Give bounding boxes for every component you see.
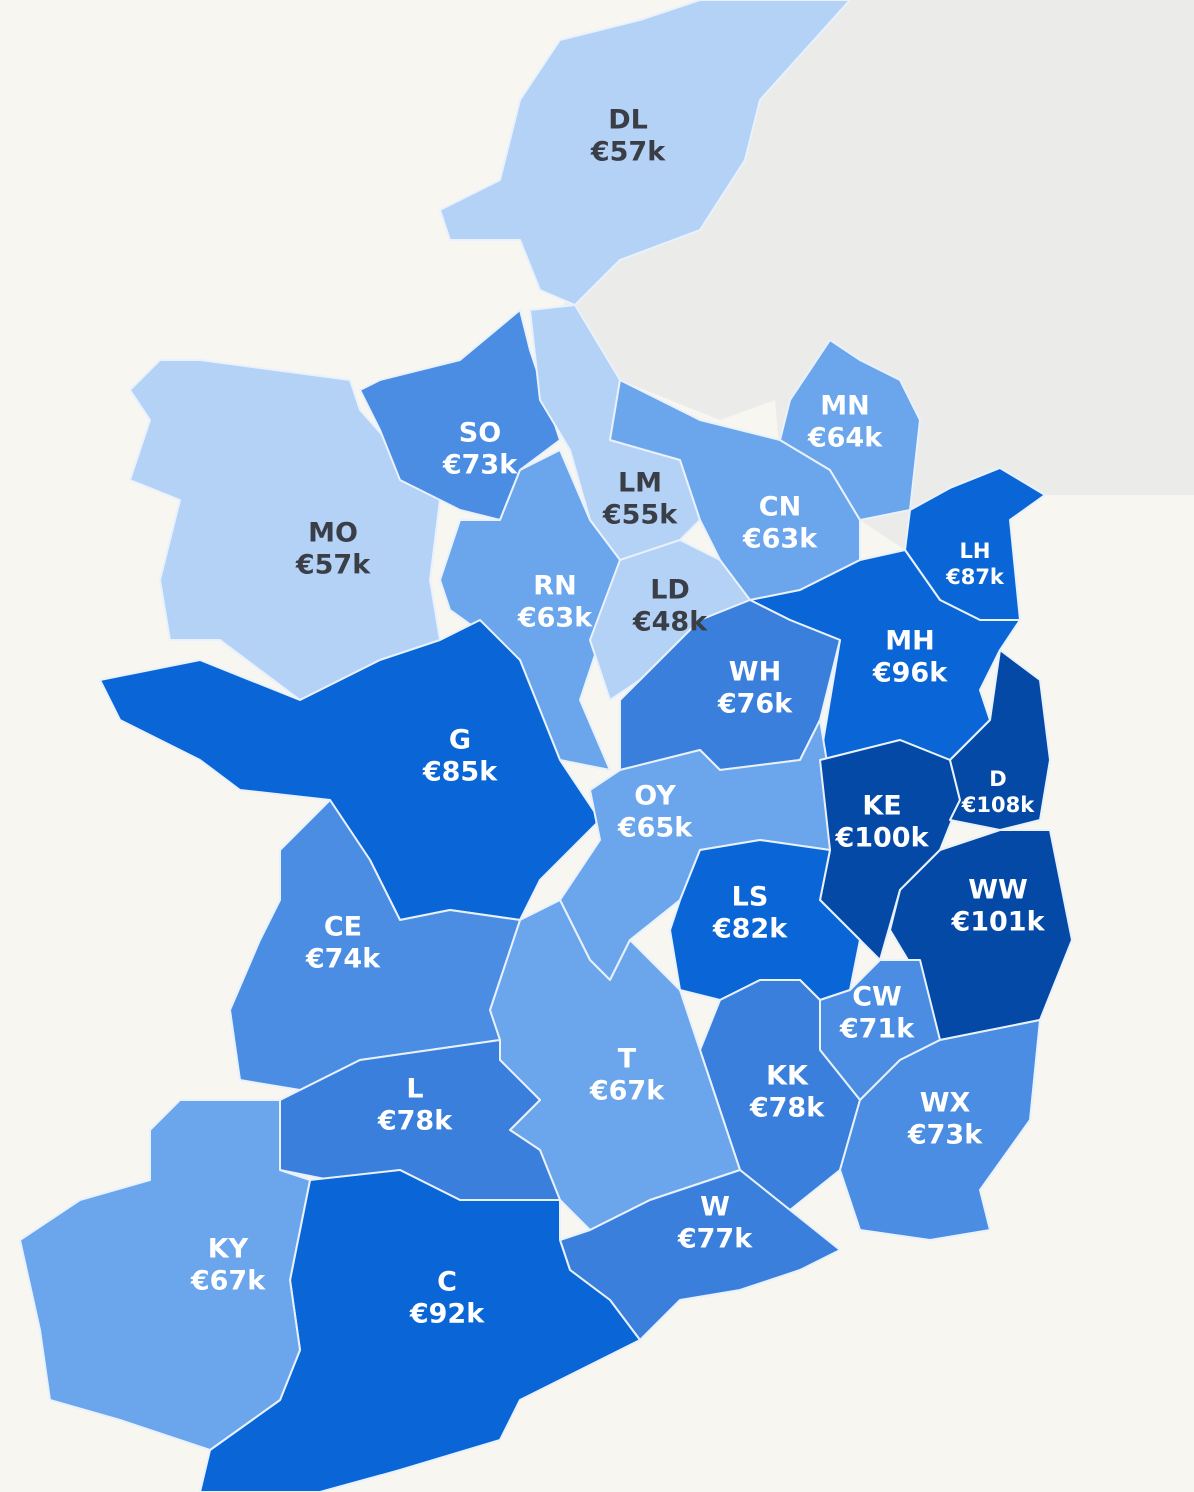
county-code: SO [459, 418, 501, 449]
county-code: CN [759, 492, 801, 523]
county-value: €74k [305, 944, 381, 975]
county-code: LD [650, 575, 690, 606]
county-value: €67k [190, 1266, 266, 1297]
northern-ireland [560, 0, 1194, 550]
county-code: WH [729, 657, 781, 688]
county-value: €85k [422, 757, 498, 788]
county-value: €101k [950, 907, 1045, 938]
county [949, 649, 1051, 831]
county [749, 549, 1021, 761]
county-code: MO [308, 518, 358, 549]
county-value: €48k [632, 607, 708, 638]
county-value: €63k [517, 603, 593, 634]
county-code: DL [608, 105, 648, 136]
county-value: €57k [295, 550, 371, 581]
counties [19, 0, 1073, 1492]
county-value: €73k [907, 1120, 983, 1151]
county-code: MN [820, 391, 869, 422]
county-value: €87k [945, 565, 1005, 589]
county-value: €73k [442, 450, 518, 481]
county-code: D [989, 767, 1006, 791]
county-value: €82k [712, 914, 788, 945]
county [439, 449, 621, 771]
county-code: T [618, 1044, 637, 1075]
county-code: LS [732, 882, 769, 913]
county-value: €78k [749, 1093, 825, 1124]
county [779, 339, 921, 521]
county-value: €71k [839, 1014, 915, 1045]
county-value: €65k [617, 813, 693, 844]
county-code: KK [766, 1061, 809, 1092]
county-value: €76k [717, 689, 793, 720]
county-value: €108k [961, 793, 1035, 817]
county-code: LH [960, 539, 991, 563]
county-value: €67k [589, 1076, 665, 1107]
county [839, 1019, 1041, 1241]
county-code: CE [324, 912, 362, 943]
county-code: LM [618, 468, 662, 499]
county-value: €92k [409, 1299, 485, 1330]
county-value: €63k [742, 524, 818, 555]
county-code: G [449, 725, 471, 756]
county-code: KY [208, 1234, 249, 1265]
county-value: €78k [377, 1106, 453, 1137]
county-code: WX [920, 1088, 971, 1119]
county-code: RN [533, 571, 576, 602]
county-value: €55k [602, 500, 678, 531]
county-code: WW [968, 875, 1028, 906]
county-value: €57k [590, 137, 666, 168]
labels: DL€57kMO€57kSO€73kLM€55kRN€63kLD€48kCN€6… [190, 105, 1046, 1330]
county-value: €64k [807, 423, 883, 454]
county [529, 304, 701, 561]
county-value: €96k [872, 658, 948, 689]
county-code: L [406, 1074, 423, 1105]
county-code: W [700, 1192, 730, 1223]
county [99, 619, 601, 921]
county-code: C [437, 1267, 457, 1298]
county-value: €77k [677, 1224, 753, 1255]
county-code: CW [852, 982, 902, 1013]
county-code: MH [885, 626, 934, 657]
county [439, 0, 851, 306]
county-code: OY [634, 781, 676, 812]
county [19, 1099, 311, 1451]
county [359, 309, 561, 521]
county-value: €100k [834, 823, 929, 854]
county-code: KE [862, 791, 901, 822]
